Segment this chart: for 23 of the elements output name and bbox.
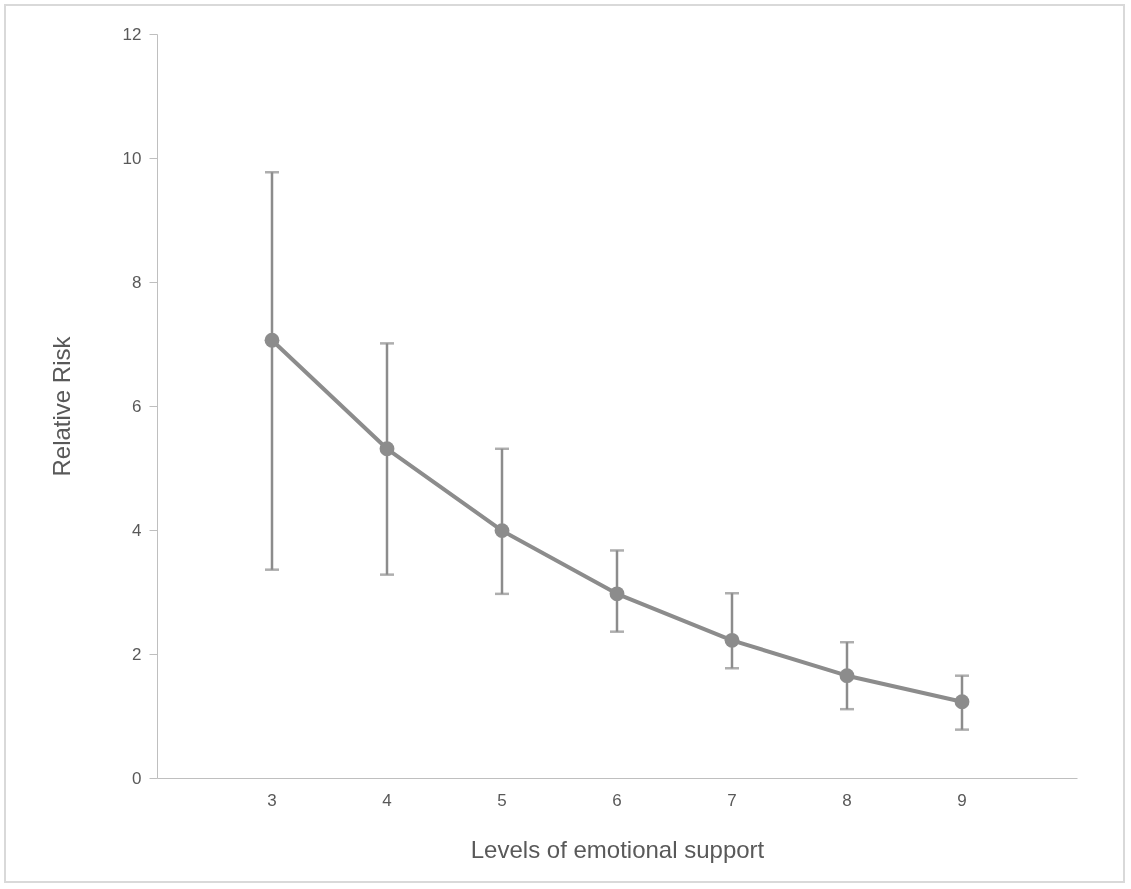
y-tick-label: 4 [132, 520, 142, 540]
point [379, 441, 395, 457]
y-tick-label: 2 [132, 644, 142, 664]
point [494, 523, 510, 539]
y-axis-title: Relative Risk [47, 335, 75, 477]
y-tick-label: 8 [132, 272, 142, 292]
x-tick-label: 8 [842, 790, 852, 810]
y-tick-label: 6 [132, 396, 142, 416]
x-tick-label: 6 [612, 790, 622, 810]
point [264, 332, 280, 348]
x-tick-label: 3 [267, 790, 277, 810]
y-tick-label: 0 [132, 768, 142, 788]
x-tick-label: 9 [957, 790, 967, 810]
x-tick-label: 5 [497, 790, 507, 810]
x-tick-label: 4 [382, 790, 392, 810]
y-tick-label: 10 [122, 148, 142, 168]
point [954, 694, 970, 710]
point [609, 586, 625, 602]
y-tick-label: 12 [122, 24, 142, 44]
point [839, 668, 855, 684]
point [724, 632, 740, 648]
x-tick-label: 7 [727, 790, 737, 810]
x-axis-title: Levels of emotional support [470, 835, 765, 863]
